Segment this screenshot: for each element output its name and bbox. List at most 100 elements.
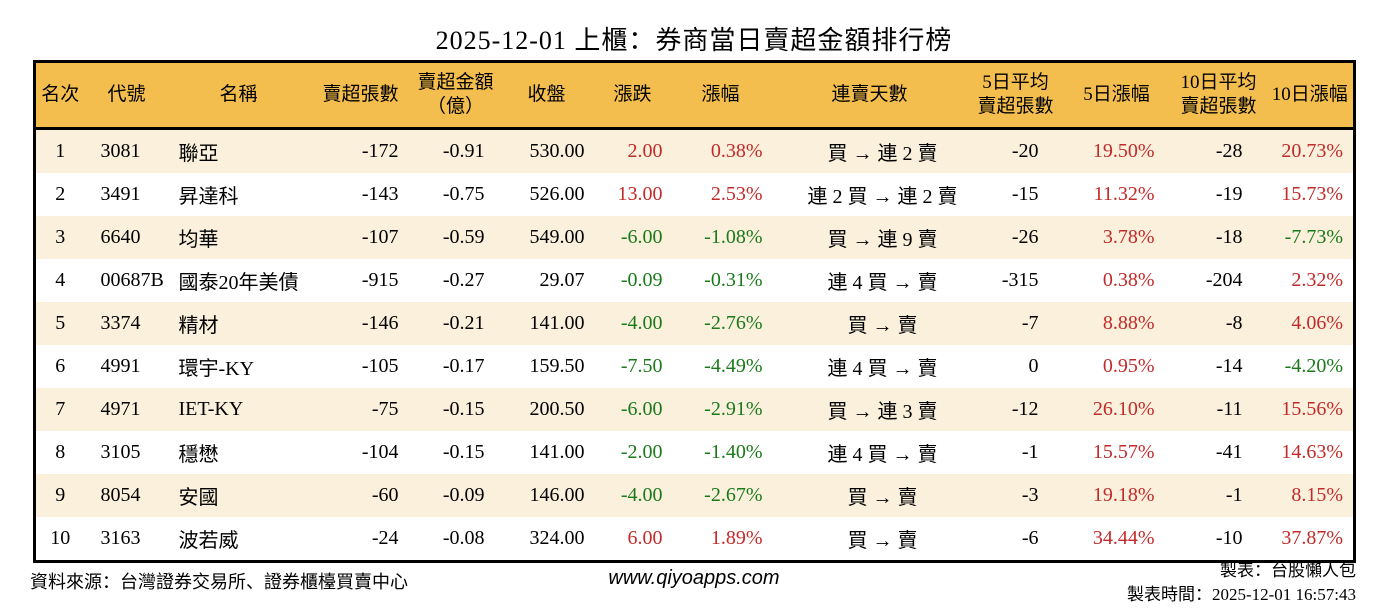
col-header-streak: 連賣天數 [770,61,969,130]
cell-pct10: -4.20% [1284,355,1343,377]
cell-avg5: -1 [1021,441,1039,463]
cell-sell_amount: -0.75 [442,183,485,205]
cell-name: 安國 [178,487,219,509]
cell-avg5: -315 [1001,269,1039,291]
cell-streak: 連 4 買 → 賣 [827,358,938,380]
cell-change: -0.09 [620,269,663,291]
cell-code: 6640 [100,226,141,248]
cell-pct10: 8.15% [1291,484,1343,506]
cell-avg5: 0 [1028,355,1039,377]
table-body: 1 3081 聯亞 -172 -0.91 530.00 2.00 0.38% 買 → 連 2 賣… [34,128,1355,562]
cell-avg10: -8 [1225,312,1243,334]
cell-name: 波若威 [178,530,239,552]
cell-rank: 6 [55,355,66,377]
cell-pct5: 11.32% [1093,183,1155,205]
cell-code: 4991 [100,355,141,377]
col-header-change_pct: 漲幅 [670,61,771,130]
table-row: 10 3163 波若威 -24 -0.08 324.00 6.00 1.89% 買 → 賣 -6 3… [34,517,1355,562]
cell-close: 530.00 [529,140,585,162]
cell-close: 526.00 [529,183,585,205]
table-row: 4 00687B 國泰20年美債 -915 -0.27 29.07 -0.09 -0.31% 連… [34,259,1355,302]
cell-streak: 買 → 連 2 賣 [827,143,938,165]
cell-name: 均華 [178,229,219,251]
website-url: www.qiyoapps.com [608,567,780,589]
page-title: 2025-12-01 上櫃：券商當日賣超金額排行榜 [435,26,953,55]
cell-rank: 4 [55,269,66,291]
cell-streak: 買 → 賣 [847,315,918,337]
cell-avg5: -20 [1011,140,1039,162]
cell-rank: 7 [55,398,66,420]
cell-pct10: 37.87% [1281,527,1343,549]
cell-code: 00687B [100,269,164,291]
cell-streak: 買 → 連 3 賣 [827,401,938,423]
cell-sell_amount: -0.08 [442,527,485,549]
cell-streak: 連 2 買 → 連 2 賣 [807,186,958,208]
col-header-close: 收盤 [498,61,595,130]
cell-change: -4.00 [620,484,663,506]
ranking-table: 名次 代號 名稱 賣超張數 賣超金額 （億） 收盤 漲跌 漲幅 連賣天數 5日平均 賣超張數 5日漲… [33,60,1356,563]
cell-sell_amount: -0.15 [442,441,485,463]
cell-avg10: -10 [1215,527,1243,549]
cell-close: 141.00 [529,441,585,463]
cell-pct10: 14.63% [1281,441,1343,463]
cell-change_pct: -2.76% [704,312,763,334]
col-header-avg5: 5日平均 賣超張數 [968,61,1063,130]
cell-avg10: -1 [1225,484,1243,506]
credits-block: 製表：台股懶人包 製表時間：2025-12-01 16:57:43 [1127,559,1356,607]
table-row: 3 6640 均華 -107 -0.59 549.00 -6.00 -1.08% 買 → 連 9… [34,216,1355,259]
cell-name: 聯亞 [178,143,219,165]
table-row: 7 4971 IET-KY -75 -0.15 200.50 -6.00 -2.91% 買 → … [34,388,1355,431]
cell-name: 穩懋 [178,444,219,466]
cell-avg10: -28 [1215,140,1243,162]
cell-avg10: -204 [1205,269,1243,291]
cell-sell_lots: -146 [361,312,399,334]
table-row: 5 3374 精材 -146 -0.21 141.00 -4.00 -2.76% 買 → 賣 -7… [34,302,1355,345]
cell-pct5: 19.18% [1092,484,1155,506]
col-header-name: 名稱 [168,61,309,130]
cell-sell_lots: -143 [361,183,399,205]
cell-pct10: -7.73% [1284,226,1343,248]
cell-change_pct: 1.89% [710,527,763,549]
col-header-sell_amount: 賣超金額 （億） [412,61,499,130]
cell-pct10: 15.56% [1281,398,1343,420]
cell-name: 昇達科 [178,186,239,208]
cell-pct5: 26.10% [1092,398,1155,420]
cell-sell_lots: -24 [371,527,399,549]
cell-close: 159.50 [529,355,585,377]
cell-sell_lots: -915 [361,269,399,291]
cell-rank: 2 [55,183,66,205]
col-header-rank: 名次 [34,61,85,130]
cell-sell_lots: -60 [371,484,399,506]
cell-streak: 買 → 賣 [847,487,918,509]
cell-avg10: -18 [1215,226,1243,248]
cell-avg5: -7 [1021,312,1039,334]
col-header-pct5: 5日漲幅 [1062,61,1171,130]
cell-streak: 連 4 買 → 賣 [827,272,938,294]
cell-pct5: 0.38% [1102,269,1155,291]
cell-sell_lots: -105 [361,355,399,377]
cell-change_pct: -1.40% [704,441,763,463]
cell-sell_lots: -107 [361,226,399,248]
cell-avg5: -15 [1011,183,1039,205]
table-row: 8 3105 穩懋 -104 -0.15 141.00 -2.00 -1.40% 連 4 買 →… [34,431,1355,474]
cell-sell_amount: -0.17 [442,355,485,377]
header-row: 名次 代號 名稱 賣超張數 賣超金額 （億） 收盤 漲跌 漲幅 連賣天數 5日平均 賣超張數 5日漲… [34,61,1355,130]
cell-sell_amount: -0.27 [442,269,485,291]
cell-pct10: 20.73% [1281,140,1343,162]
cell-streak: 買 → 連 9 賣 [827,229,938,251]
cell-name: 環宇-KY [178,358,255,380]
cell-close: 141.00 [529,312,585,334]
col-header-change: 漲跌 [594,61,671,130]
cell-code: 3491 [100,183,141,205]
cell-rank: 9 [55,484,66,506]
cell-name: 精材 [178,315,219,337]
cell-change: 6.00 [627,527,663,549]
cell-streak: 買 → 賣 [847,530,918,552]
cell-sell_lots: -104 [361,441,399,463]
cell-pct5: 8.88% [1102,312,1155,334]
cell-change_pct: -2.91% [704,398,763,420]
cell-avg5: -6 [1021,527,1039,549]
cell-avg10: -19 [1215,183,1243,205]
cell-close: 29.07 [539,269,585,291]
table-row: 1 3081 聯亞 -172 -0.91 530.00 2.00 0.38% 買 → 連 2 賣… [34,128,1355,173]
